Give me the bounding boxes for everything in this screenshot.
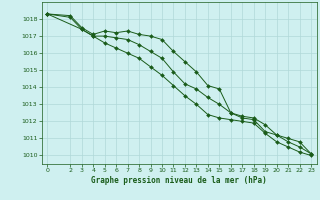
X-axis label: Graphe pression niveau de la mer (hPa): Graphe pression niveau de la mer (hPa)	[91, 176, 267, 185]
